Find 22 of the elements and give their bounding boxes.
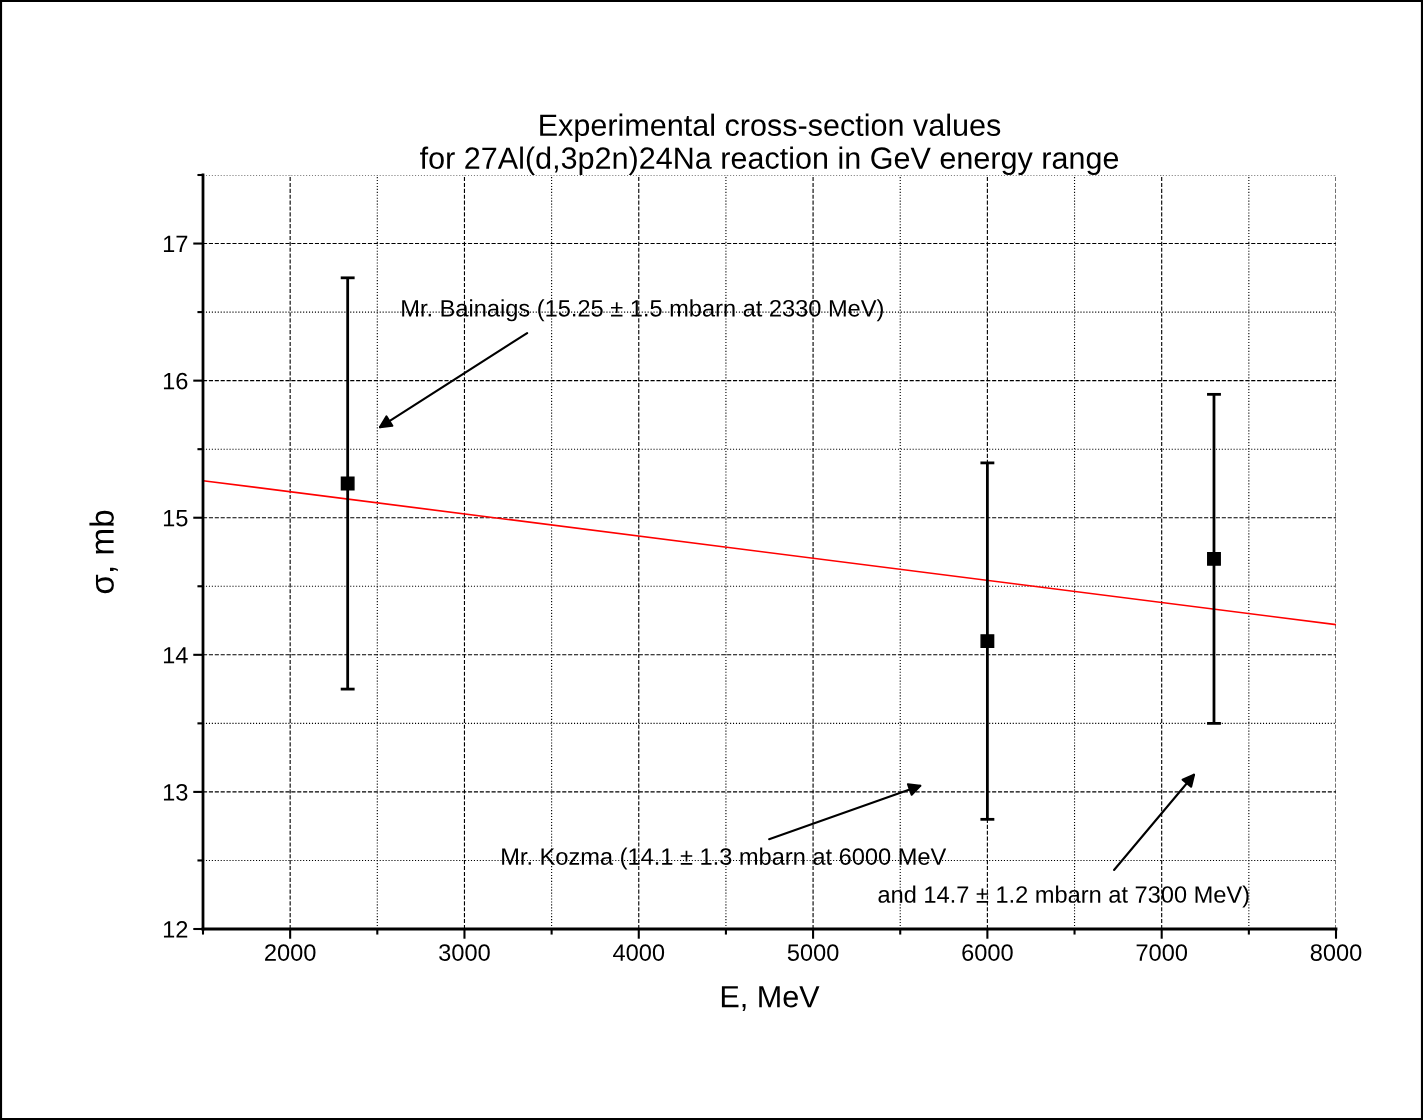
y-tick-label: 14 bbox=[163, 647, 188, 664]
annotation: Mr. Kozma (14.1 ± 1.3 mbarn at 6000 MeV bbox=[502, 847, 947, 870]
annotation: Mr. Bainaigs (15.25 ± 1.5 mbarn at 2330 MeV) bbox=[402, 299, 883, 322]
y-tick-label: 16 bbox=[163, 372, 188, 390]
x-axis-title: E, MeV bbox=[721, 986, 820, 1012]
x-tick-label: 5000 bbox=[787, 944, 839, 961]
point bbox=[1207, 551, 1221, 566]
y-tick-label: 12 bbox=[163, 921, 188, 938]
point bbox=[340, 476, 355, 491]
annotation: and 14.7 ± 1.2 mbarn at 7300 MeV) bbox=[878, 885, 1249, 908]
x-tick-label: 7000 bbox=[1136, 944, 1188, 961]
y-tick-label: 15 bbox=[163, 510, 188, 527]
chart-title: Experimental cross-section values for 27Al(d,3p2n)24Na reaction in GeV energy range bbox=[420, 113, 1119, 175]
y-axis-title: σ, mb bbox=[89, 510, 118, 594]
y-tick-label: 13 bbox=[163, 783, 188, 801]
point bbox=[980, 634, 995, 649]
y-tick-label: 17 bbox=[163, 235, 188, 253]
x-tick-label: 3000 bbox=[439, 944, 490, 961]
x-tick-label: 8000 bbox=[1310, 944, 1362, 961]
x-tick-label: 6000 bbox=[962, 944, 1013, 961]
x-tick-label: 2000 bbox=[265, 944, 316, 961]
x-tick-label: 4000 bbox=[613, 944, 665, 961]
